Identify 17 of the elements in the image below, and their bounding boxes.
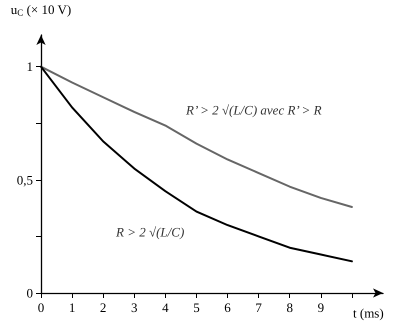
x-tick-label: 2 (100, 300, 106, 315)
annotation: R’ > 2 √(L/C) avec R’ > R (185, 102, 322, 118)
x-tick-label: 3 (131, 300, 138, 315)
x-tick-label: 1 (68, 300, 76, 315)
x-tick-label: 0 (38, 300, 44, 315)
x-tick-label: 4 (162, 300, 170, 315)
y-tick-label: 0 (26, 286, 33, 300)
x-tick-label: 5 (193, 300, 200, 315)
x-tick-label: 8 (286, 300, 293, 315)
x-tick-label: 7 (255, 300, 262, 315)
x-tick-label: 9 (318, 300, 324, 315)
y-tick-label: 1 (26, 59, 33, 74)
x-tick-label: 6 (224, 300, 232, 315)
annotation: R > 2 √(L/C) (115, 224, 184, 240)
line-series (40, 66, 353, 208)
x-axis-title: t (ms) (353, 306, 384, 320)
y-tick-label: 0,5 (16, 172, 33, 188)
